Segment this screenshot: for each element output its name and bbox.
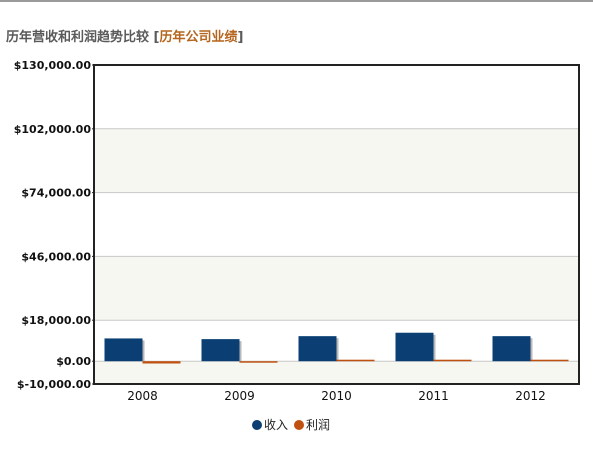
bracket-close: ] xyxy=(237,30,244,45)
y-tick-label: $0.00 xyxy=(56,355,91,368)
bar-revenue-2010 xyxy=(298,336,337,362)
x-axis-ticks: 2008 2009 2010 2011 2012 xyxy=(127,389,546,403)
bracket-open: [ xyxy=(153,30,160,45)
bar-revenue-2008 xyxy=(104,338,143,362)
company-results-link[interactable]: 历年公司业绩 xyxy=(159,30,238,45)
y-axis-ticks: $130,000.00 $102,000.00 $74,000.00 $46,000.… xyxy=(14,59,94,391)
bar-shadow xyxy=(142,340,145,362)
section-title: 历年营收和利润趋势比较 [历年公司业绩] xyxy=(6,26,243,45)
plot-background xyxy=(94,65,579,384)
x-tick-label: 2010 xyxy=(321,389,352,403)
bar-profit-2008 xyxy=(142,361,181,364)
x-tick-label: 2012 xyxy=(515,389,546,403)
legend-dot-revenue xyxy=(252,419,262,430)
x-tick-label: 2011 xyxy=(418,389,449,403)
legend-label-revenue: 收入 xyxy=(264,418,289,432)
y-tick-label: $46,000.00 xyxy=(21,250,91,263)
x-tick-label: 2009 xyxy=(224,389,255,403)
bar-shadow xyxy=(530,338,533,362)
y-tick-label: $130,000.00 xyxy=(14,59,92,72)
bar-profit-2010 xyxy=(336,359,375,362)
y-tick-label: $18,000.00 xyxy=(21,314,91,327)
plot-band xyxy=(94,192,579,257)
plot-band xyxy=(94,65,579,129)
plot-band xyxy=(94,361,579,384)
y-tick-label: $102,000.00 xyxy=(14,123,92,136)
chart-legend: 收入 利润 xyxy=(252,416,336,433)
legend-dot-profit xyxy=(294,419,305,430)
bar-shadow xyxy=(433,334,436,362)
bars xyxy=(104,332,569,364)
bar-shadow xyxy=(336,338,339,362)
x-tick-label: 2008 xyxy=(127,389,158,403)
legend-label-profit: 利润 xyxy=(306,418,331,432)
bar-revenue-2011 xyxy=(395,332,434,362)
plot-frame xyxy=(93,64,580,385)
bar-profit-2011 xyxy=(433,359,472,362)
legend-item-profit[interactable]: 利润 xyxy=(294,416,330,433)
bar-profit-2009 xyxy=(239,361,278,363)
title-text: 历年营收和利润趋势比较 xyxy=(6,30,150,45)
bar-revenue-2009 xyxy=(201,339,240,362)
y-tick-label: $74,000.00 xyxy=(21,187,91,200)
plot-band xyxy=(94,128,579,193)
bar-shadow xyxy=(239,341,242,362)
y-tick-label: $-10,000.00 xyxy=(17,378,91,391)
bar-revenue-2012 xyxy=(492,336,531,362)
legend-item-revenue[interactable]: 收入 xyxy=(252,416,288,433)
bar-profit-2012 xyxy=(530,359,569,362)
top-divider xyxy=(0,0,593,2)
plot-band xyxy=(94,256,579,321)
